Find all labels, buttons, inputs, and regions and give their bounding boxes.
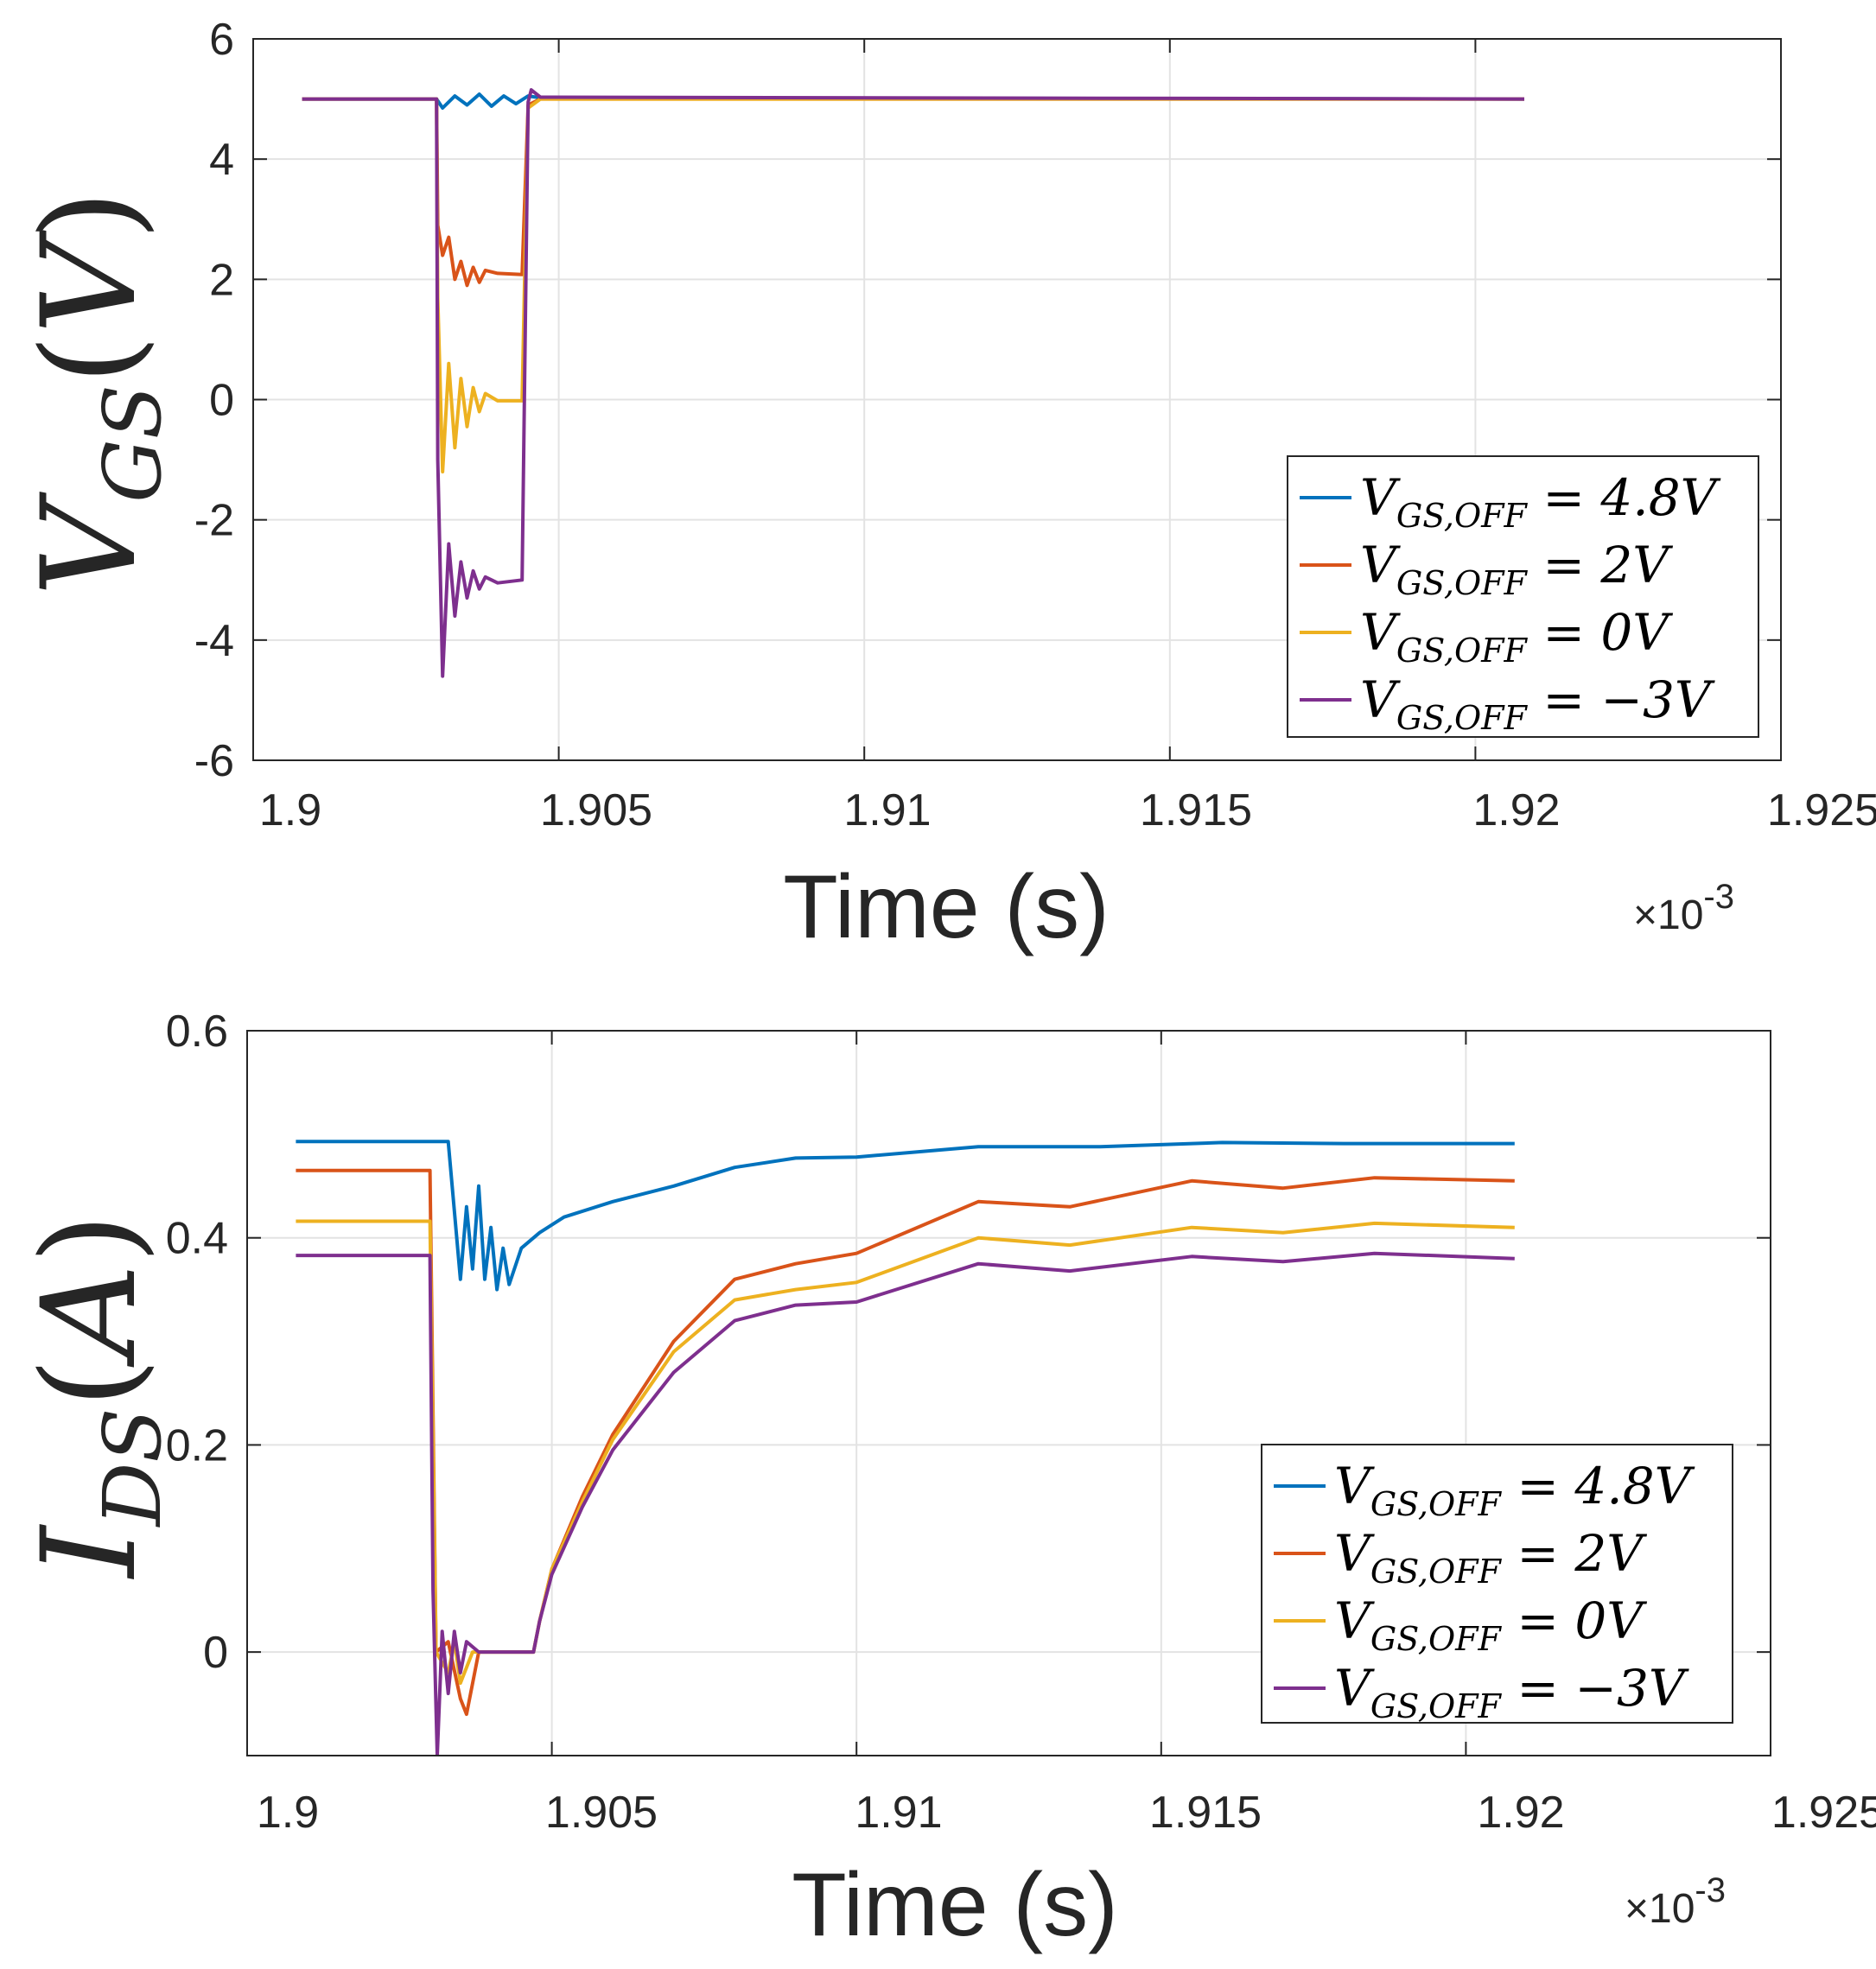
legend-entry-3: VGS,OFF = 0V (1360, 603, 1673, 670)
x-tick-label: 1.915 (1140, 785, 1252, 835)
x-tick-label: 1.9 (257, 1788, 319, 1838)
x-tick-label: 1.905 (545, 1788, 658, 1838)
legend-entry-4: VGS,OFF = −3V (1334, 1659, 1689, 1725)
y-tick-label: 2 (209, 255, 234, 305)
axes-box (246, 1030, 1771, 1756)
x-tick-label: 1.9 (259, 785, 321, 835)
x-axis-multiplier: ×10-3 (1625, 1871, 1726, 1932)
y-tick-label: 0.4 (166, 1214, 228, 1264)
legend-entry-2: VGS,OFF = 2V (1360, 536, 1673, 602)
series-line-1 (296, 1140, 1515, 1292)
series-group (296, 1140, 1515, 1756)
x-tick-label: 1.91 (855, 1788, 942, 1838)
chart-2: 1.9 1.905 1.91 1.915 1.92 1.925 0.6 0.4 0.2 0 Time… (15, 1007, 1876, 1955)
y-tick-label: 0 (203, 1628, 228, 1678)
legend-box (1287, 455, 1759, 738)
y-tick-label: -2 (194, 496, 234, 546)
legend-entry-1: VGS,OFF = 4.8V (1360, 468, 1721, 535)
y-tick-label: 0 (209, 376, 234, 426)
series-group (302, 88, 1525, 678)
legend-entry-2: VGS,OFF = 2V (1334, 1524, 1647, 1591)
y-axis-label: IDS(A) (15, 1213, 179, 1579)
legend-box (1261, 1444, 1733, 1724)
y-tick-label: -4 (194, 616, 234, 666)
y-tick-label: 4 (209, 135, 234, 185)
legend-entry-3: VGS,OFF = 0V (1334, 1591, 1647, 1658)
series-line-4 (302, 88, 1525, 678)
series-line-4 (296, 1251, 1515, 1756)
chart-1: 1.9 1.905 1.91 1.915 1.92 1.925 6 4 2 0 -2 -4 -6 Time… (15, 15, 1876, 957)
x-tick-label: 1.905 (540, 785, 652, 835)
series-line-2 (296, 1168, 1515, 1717)
x-axis-multiplier: ×10-3 (1633, 878, 1734, 938)
legend-entry-4: VGS,OFF = −3V (1360, 670, 1715, 737)
x-tick-label: 1.925 (1767, 785, 1876, 835)
x-tick-label: 1.92 (1472, 785, 1560, 835)
legend-entry-1: VGS,OFF = 4.8V (1334, 1457, 1695, 1523)
x-tick-label: 1.925 (1771, 1788, 1876, 1838)
x-tick-label: 1.91 (843, 785, 931, 835)
y-axis-label: VGS(V) (15, 190, 179, 596)
x-axis-label: Time (s) (792, 1855, 1117, 1955)
x-tick-label: 1.92 (1477, 1788, 1564, 1838)
y-tick-label: 0.6 (166, 1007, 228, 1057)
x-axis-label: Time (s) (783, 857, 1109, 957)
x-tick-label: 1.915 (1149, 1788, 1262, 1838)
y-tick-label: -6 (194, 736, 234, 786)
y-tick-label: 0.2 (166, 1420, 228, 1470)
y-tick-label: 6 (209, 15, 234, 65)
